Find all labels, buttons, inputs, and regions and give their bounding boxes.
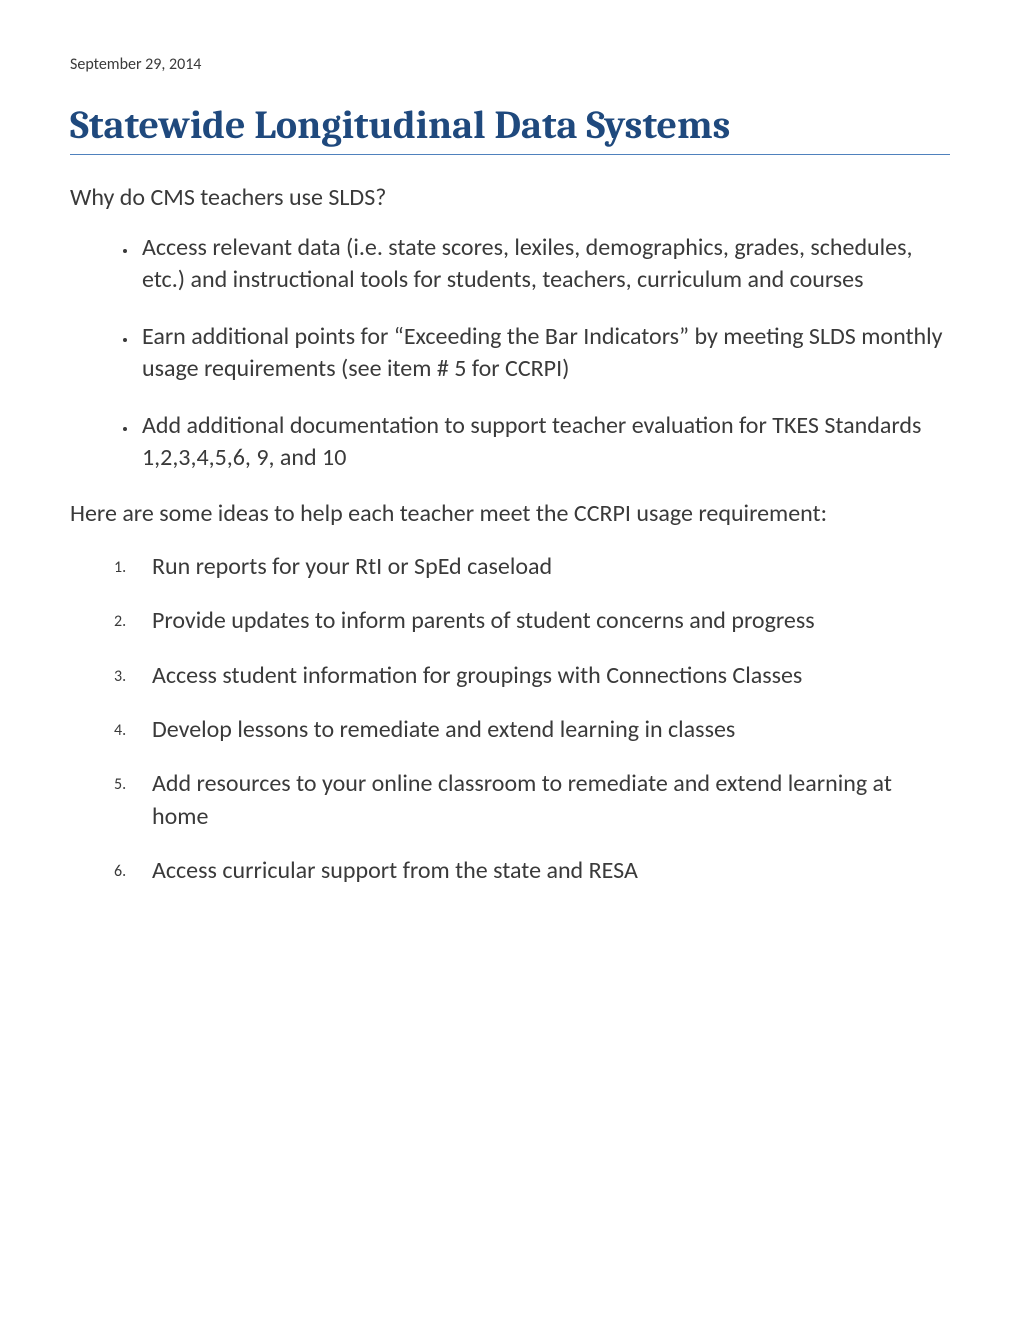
list-item: Access relevant data (i.e. state scores,… (138, 232, 950, 297)
list-item: Earn additional points for “Exceeding th… (138, 321, 950, 386)
list-item: Run reports for your RtI or SpEd caseloa… (138, 551, 950, 583)
list-item: Access curricular support from the state… (138, 855, 950, 887)
list-item: Provide updates to inform parents of stu… (138, 605, 950, 637)
list-item: Develop lessons to remediate and extend … (138, 714, 950, 746)
document-title: Statewide Longitudinal Data Systems (70, 102, 950, 155)
list-item: Access student information for groupings… (138, 660, 950, 692)
document-date: September 29, 2014 (70, 55, 950, 74)
ideas-intro: Here are some ideas to help each teacher… (70, 498, 950, 530)
intro-question: Why do CMS teachers use SLDS? (70, 183, 950, 212)
list-item: Add resources to your online classroom t… (138, 768, 950, 833)
document-page: September 29, 2014 Statewide Longitudina… (0, 0, 1020, 949)
reasons-list: Access relevant data (i.e. state scores,… (70, 232, 950, 474)
list-item: Add additional documentation to support … (138, 410, 950, 475)
ideas-list: Run reports for your RtI or SpEd caseloa… (70, 551, 950, 888)
